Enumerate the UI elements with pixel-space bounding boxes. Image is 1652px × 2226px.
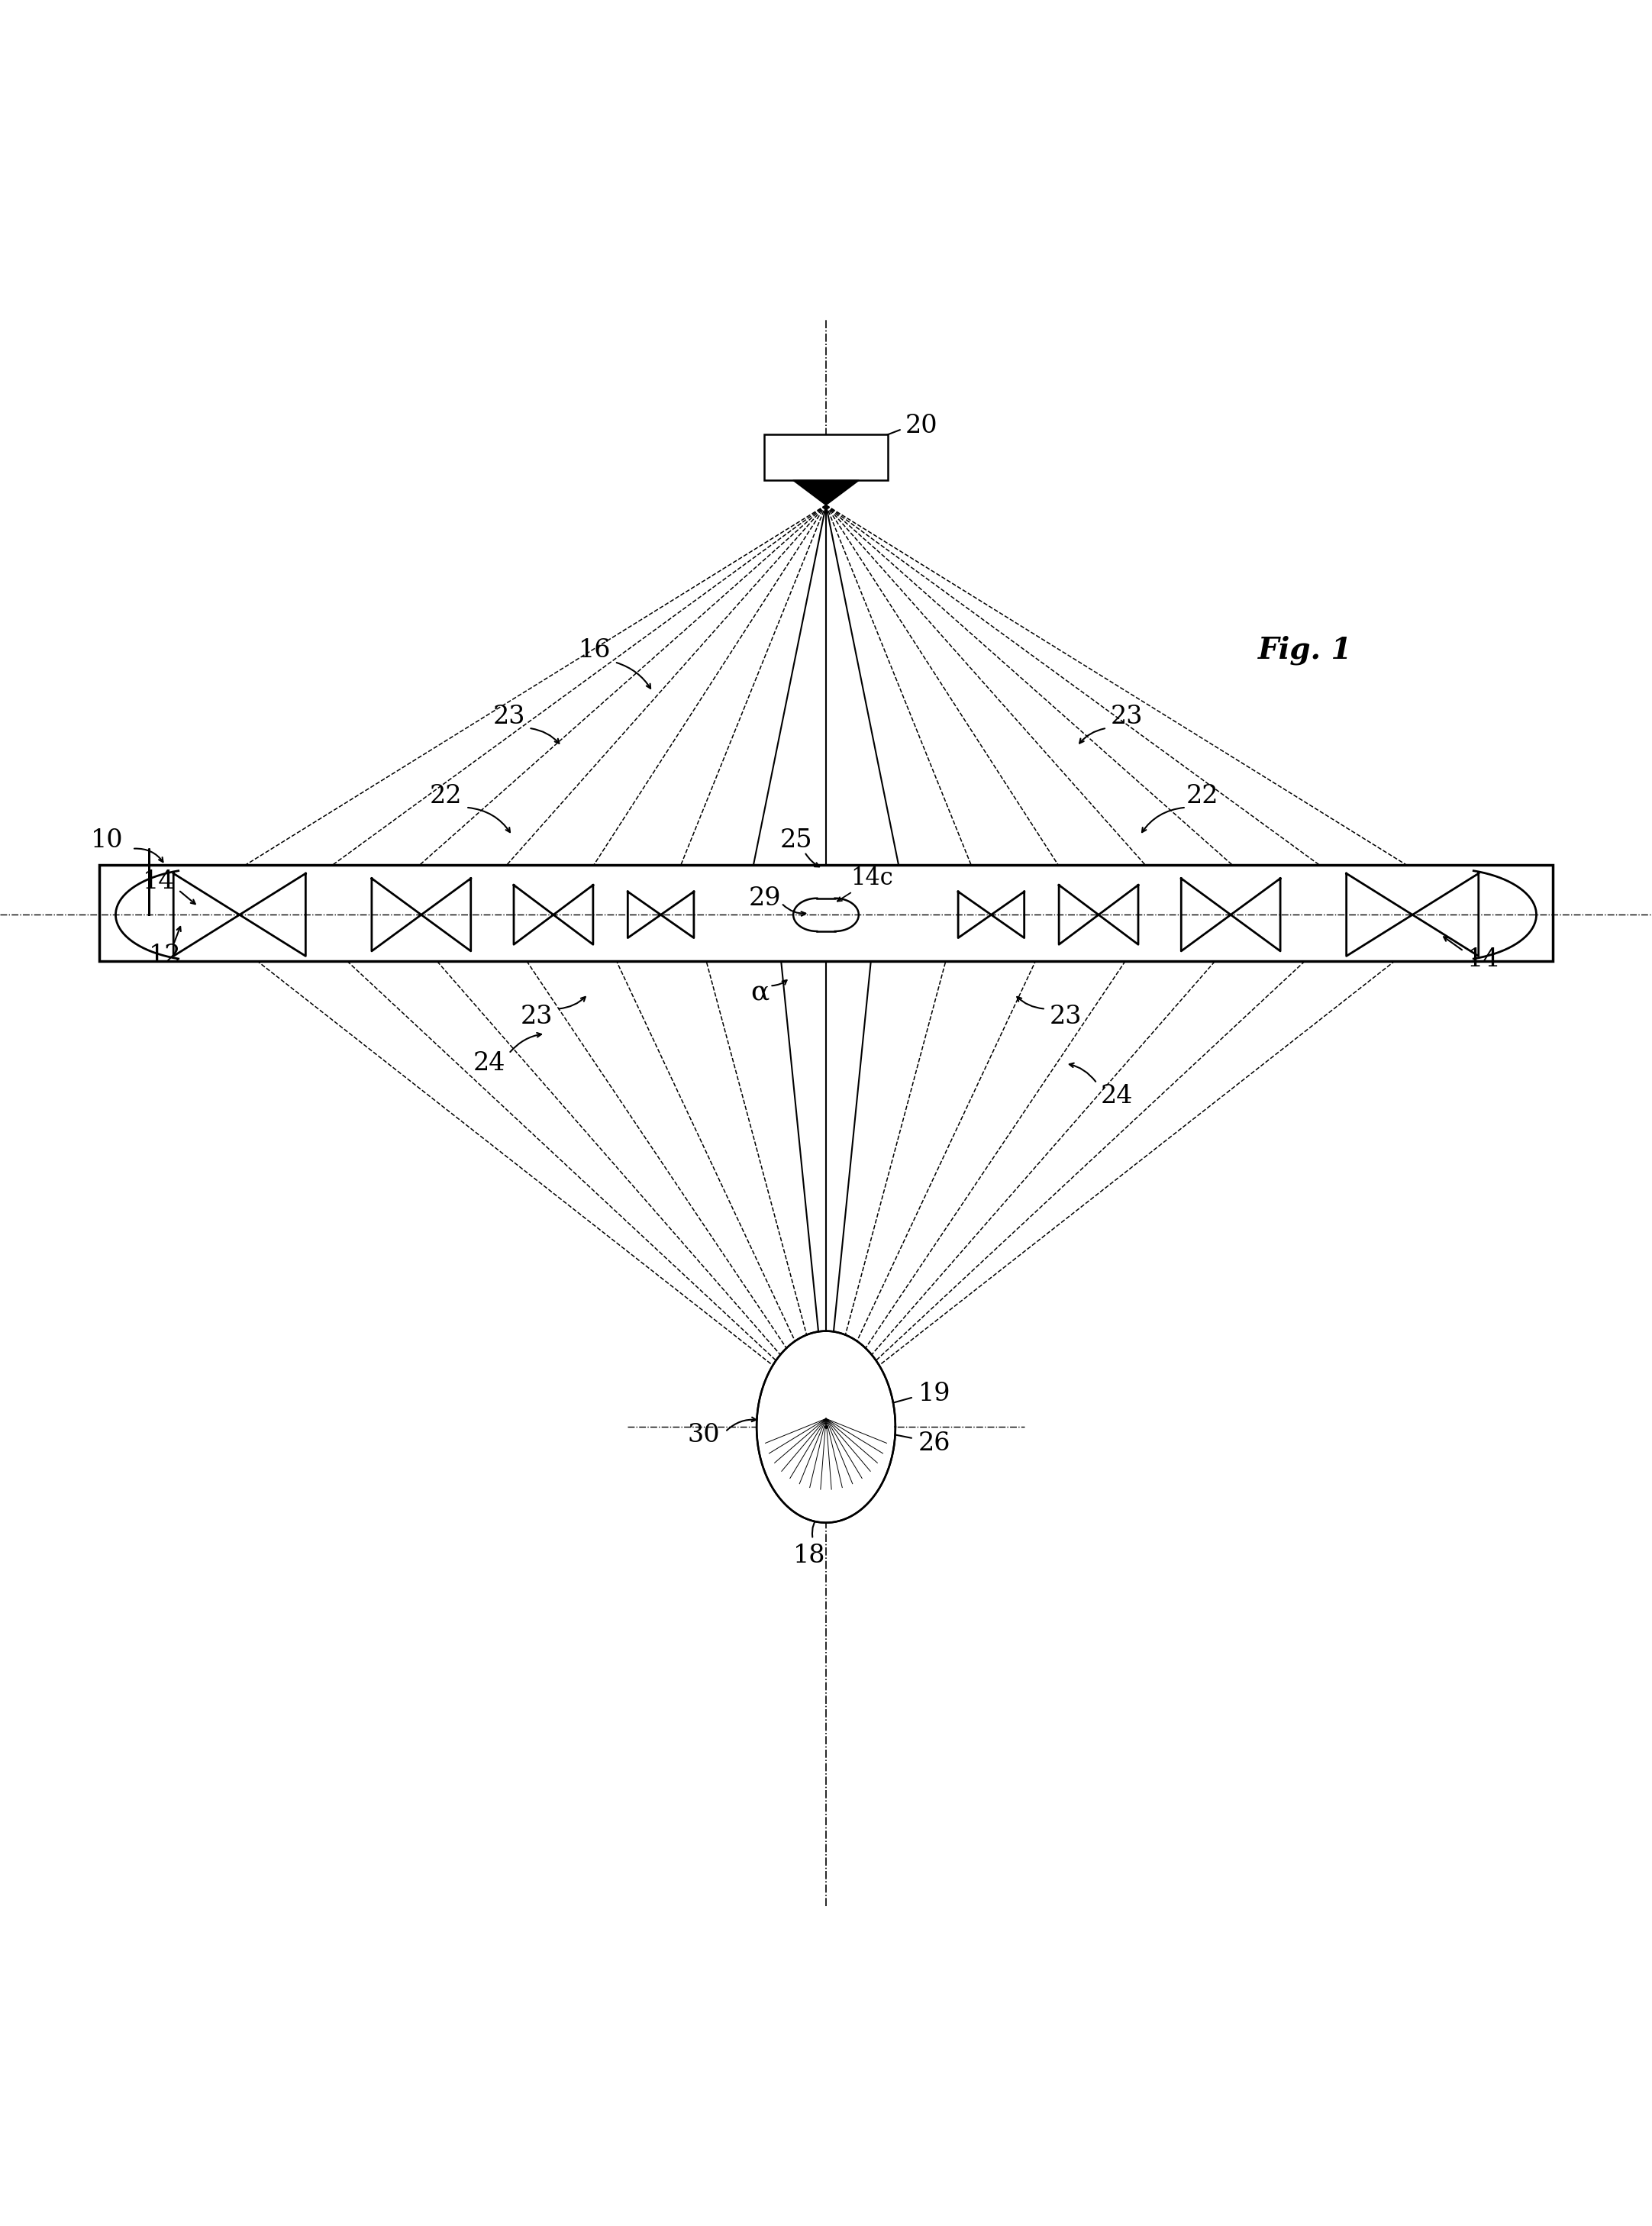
Text: 14: 14 xyxy=(1467,946,1500,971)
Text: 29: 29 xyxy=(748,886,781,910)
Text: 24: 24 xyxy=(1100,1084,1133,1109)
Text: 30: 30 xyxy=(687,1422,720,1447)
Polygon shape xyxy=(793,481,859,505)
Polygon shape xyxy=(757,1331,895,1523)
Text: 19: 19 xyxy=(919,1382,952,1407)
Text: 10: 10 xyxy=(91,828,124,853)
Text: 20: 20 xyxy=(905,414,938,439)
Text: 26: 26 xyxy=(919,1431,952,1456)
Text: α: α xyxy=(750,979,770,1006)
Text: 14: 14 xyxy=(142,870,175,895)
Text: 22: 22 xyxy=(1186,784,1219,808)
Bar xyxy=(99,866,1553,962)
Text: 14c: 14c xyxy=(851,866,894,890)
Text: 12: 12 xyxy=(149,944,182,968)
Text: Fig. 1: Fig. 1 xyxy=(1257,637,1353,666)
Text: 23: 23 xyxy=(1110,703,1143,728)
Text: 25: 25 xyxy=(780,828,813,853)
Text: 23: 23 xyxy=(492,703,525,728)
Text: 18: 18 xyxy=(793,1543,826,1567)
Bar xyxy=(763,434,889,481)
Text: 22: 22 xyxy=(430,784,463,808)
Text: 24: 24 xyxy=(472,1051,506,1075)
Text: 23: 23 xyxy=(1049,1004,1082,1028)
Text: 23: 23 xyxy=(520,1004,553,1028)
Text: 16: 16 xyxy=(578,639,611,663)
